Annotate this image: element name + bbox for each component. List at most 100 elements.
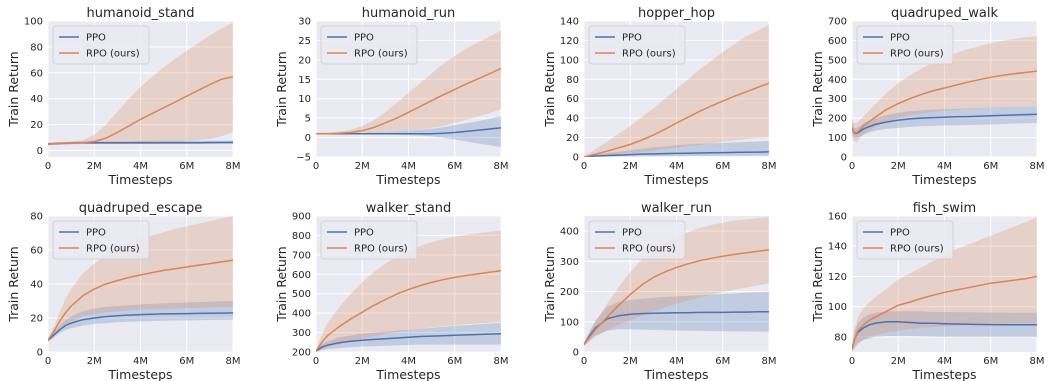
series-line-ppo — [316, 127, 501, 135]
x-tick-label: 4M — [401, 356, 416, 367]
x-axis-label: Timesteps — [911, 172, 976, 187]
x-tick-label: 8M — [226, 356, 241, 367]
legend-label: RPO (ours) — [890, 244, 944, 255]
y-axis-label: Train Return — [274, 246, 289, 322]
legend: PPO RPO (ours) — [52, 25, 150, 65]
y-tick-label: 80 — [834, 332, 847, 343]
chart-title: hopper_hop — [638, 6, 715, 21]
legend-label: RPO (ours) — [354, 244, 408, 255]
chart-title: fish_swim — [913, 201, 976, 216]
y-tick-label: 200 — [828, 114, 847, 125]
y-axis-label: Train Return — [542, 51, 557, 127]
y-axis-label: Train Return — [6, 246, 21, 322]
series-band-rpo — [852, 36, 1037, 143]
plot-series-group — [852, 217, 1037, 352]
y-tick-label: 60 — [566, 94, 579, 105]
y-tick-label: 100 — [828, 133, 847, 144]
x-tick-label: 4M — [133, 356, 148, 367]
x-tick-label: 4M — [937, 356, 952, 367]
x-tick-label: 6M — [179, 161, 194, 172]
legend-box — [856, 25, 954, 65]
plot-series-group — [584, 216, 769, 346]
legend-box — [52, 25, 150, 65]
x-tick-label: 0 — [313, 161, 319, 172]
y-tick-label: 100 — [828, 302, 847, 313]
legend-box — [588, 220, 686, 260]
x-tick-label: 2M — [891, 161, 906, 172]
legend-label: PPO — [890, 228, 910, 239]
legend-label: RPO (ours) — [86, 49, 140, 60]
x-tick-label: 4M — [133, 161, 148, 172]
y-tick-label: 400 — [292, 309, 311, 320]
x-tick-label: 2M — [623, 356, 638, 367]
y-tick-label: 40 — [30, 94, 43, 105]
legend-label: PPO — [622, 33, 642, 44]
y-tick-label: 20 — [298, 55, 311, 66]
chart-panel-humanoid-stand: 0 2M 4M 6M 8M 0 20 40 60 80 100 humanoid_stand Times… — [6, 6, 241, 187]
y-axis-label: Train Return — [542, 246, 557, 322]
plot-series-group — [852, 36, 1037, 143]
series-line-rpo — [852, 70, 1037, 134]
y-tick-label: 0 — [37, 146, 43, 157]
y-tick-label: 80 — [566, 75, 579, 86]
x-tick-label: 2M — [623, 161, 638, 172]
y-tick-label: 140 — [828, 242, 847, 253]
x-tick-label: 2M — [355, 161, 370, 172]
series-band-ppo — [584, 291, 769, 346]
legend: PPO RPO (ours) — [320, 220, 418, 260]
chart-panel-quadruped-escape: 0 2M 4M 6M 8M 0 20 40 60 80 quadruped_escape Timest… — [6, 201, 241, 381]
chart-panel-humanoid-run: 0 2M 4M 6M 8M−5051015202530humanoid_runTimes… — [274, 6, 509, 187]
series-line-rpo — [48, 259, 233, 341]
x-tick-label: 0 — [45, 161, 51, 172]
y-tick-label: 60 — [30, 68, 43, 79]
x-axis-label: Timesteps — [375, 367, 440, 381]
x-tick-label: 2M — [87, 356, 102, 367]
legend: PPO RPO (ours) — [320, 25, 418, 65]
series-line-rpo — [316, 67, 501, 135]
y-tick-label: 500 — [292, 289, 311, 300]
x-tick-label: 0 — [313, 356, 319, 367]
x-tick-label: 6M — [447, 356, 462, 367]
x-axis-label: Timesteps — [107, 367, 172, 381]
chart-title: quadruped_walk — [891, 6, 999, 21]
chart-title: quadruped_escape — [79, 201, 202, 216]
y-tick-label: 0 — [841, 153, 847, 164]
legend: PPO RPO (ours) — [856, 220, 954, 260]
x-axis-label: Timesteps — [643, 367, 708, 381]
series-band-rpo — [48, 22, 233, 146]
y-axis-label: Train Return — [810, 51, 825, 127]
y-tick-label: 700 — [828, 17, 847, 28]
y-tick-label: 40 — [30, 280, 43, 291]
y-tick-label: 400 — [828, 75, 847, 86]
y-tick-label: 20 — [566, 133, 579, 144]
y-tick-label: 20 — [30, 314, 43, 325]
y-tick-label: 120 — [828, 272, 847, 283]
legend: PPO RPO (ours) — [588, 220, 686, 260]
series-band-rpo — [48, 216, 233, 342]
legend-label: RPO (ours) — [86, 244, 140, 255]
y-tick-label: 300 — [292, 328, 311, 339]
legend: PPO RPO (ours) — [52, 220, 150, 260]
legend-label: PPO — [354, 33, 374, 44]
y-tick-label: 100 — [24, 17, 43, 28]
plot-series-group — [48, 22, 233, 146]
legend-box — [320, 25, 418, 65]
x-tick-label: 6M — [983, 356, 998, 367]
legend-box — [52, 220, 150, 260]
y-tick-label: 600 — [828, 36, 847, 47]
series-line-ppo — [852, 321, 1037, 350]
series-line-ppo — [584, 151, 769, 157]
y-tick-label: 0 — [573, 348, 579, 359]
legend-label: RPO (ours) — [622, 49, 676, 60]
legend-box — [856, 220, 954, 260]
y-axis-label: Train Return — [6, 51, 21, 127]
y-tick-label: 20 — [30, 120, 43, 131]
y-tick-label: 100 — [560, 55, 579, 66]
y-axis-label: Train Return — [274, 51, 289, 127]
x-tick-label: 8M — [226, 161, 241, 172]
chart-title: humanoid_run — [362, 6, 456, 21]
y-tick-label: 120 — [560, 36, 579, 47]
legend-box — [588, 25, 686, 65]
series-band-rpo — [316, 30, 501, 135]
chart-panel-walker-run: 0 2M 4M 6M 8M 0 100 200 300 400 walker_run Timestep… — [542, 201, 777, 381]
